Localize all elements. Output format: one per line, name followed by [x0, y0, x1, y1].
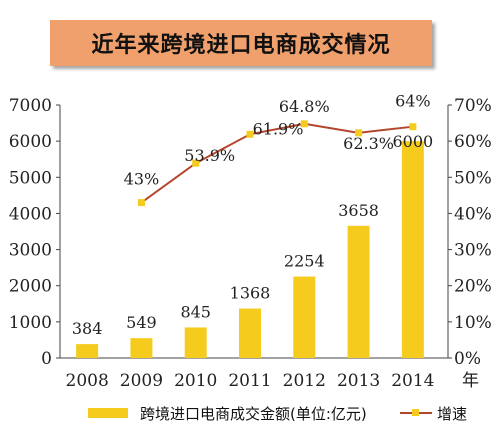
- bar: [76, 344, 99, 358]
- left-tick-label: 7000: [9, 96, 52, 116]
- left-tick-label: 5000: [9, 168, 52, 188]
- growth-value-label: 62.3%: [343, 134, 394, 153]
- legend-line-label: 增速: [437, 405, 467, 423]
- left-tick-label: 4000: [9, 204, 52, 224]
- growth-line: [140, 122, 413, 204]
- right-tick-label: 70%: [454, 96, 492, 116]
- bar-value-label: 3658: [338, 201, 379, 220]
- growth-marker: [300, 120, 308, 128]
- growth-marker: [409, 123, 417, 131]
- growth-value-label: 61.9%: [253, 119, 304, 138]
- right-tick-label: 0%: [454, 349, 481, 369]
- bar: [130, 338, 153, 358]
- x-tick-label: 2008: [66, 371, 109, 391]
- bar: [239, 308, 261, 358]
- growth-marker: [137, 199, 145, 207]
- bar-value-label: 384: [72, 319, 103, 338]
- right-tick-label: 30%: [454, 241, 492, 261]
- growth-marker: [192, 159, 200, 167]
- legend-line-marker: [412, 409, 419, 416]
- bar-value-label: 1368: [230, 284, 271, 303]
- right-tick-label: 50%: [454, 168, 492, 188]
- bar-value-label: 6000: [392, 132, 433, 151]
- legend-bar-swatch: [88, 408, 128, 418]
- left-tick-label: 1000: [9, 313, 52, 333]
- right-tick-label: 40%: [454, 204, 492, 224]
- left-tick-label: 6000: [9, 132, 52, 152]
- growth-value-label: 43%: [124, 170, 160, 189]
- left-tick-label: 3000: [9, 241, 52, 261]
- bar-value-label: 2254: [284, 252, 325, 271]
- bar: [401, 141, 424, 358]
- x-tick-label: 2012: [283, 371, 326, 391]
- growth-value-label: 64.8%: [279, 97, 330, 116]
- right-tick-label: 60%: [454, 132, 492, 152]
- bar: [184, 327, 207, 358]
- growth-marker: [355, 129, 363, 137]
- right-tick-label: 10%: [454, 313, 492, 333]
- growth-marker: [246, 130, 254, 138]
- x-tick-label: 2013: [337, 371, 380, 391]
- x-tick-label: 2009: [120, 371, 163, 391]
- chart-title: 近年来跨境进口电商成交情况: [91, 33, 391, 58]
- growth-value-label: 64%: [395, 92, 431, 111]
- x-tick-label: 2010: [174, 371, 217, 391]
- x-tick-label: 2011: [228, 371, 271, 391]
- bar: [293, 276, 316, 358]
- growth-value-label: 53.9%: [184, 146, 235, 165]
- bar-value-label: 549: [126, 313, 157, 332]
- bar-value-label: 845: [180, 302, 211, 321]
- left-tick-label: 2000: [9, 277, 52, 297]
- x-tick-label: 2014: [391, 371, 434, 391]
- right-tick-label: 20%: [454, 277, 492, 297]
- legend-bar-label: 跨境进口电商成交金额(单位:亿元): [140, 405, 367, 423]
- chart-title-banner: 近年来跨境进口电商成交情况: [50, 20, 432, 66]
- bar: [347, 225, 370, 358]
- x-axis-unit: 年: [462, 371, 479, 391]
- left-tick-label: 0: [41, 349, 52, 369]
